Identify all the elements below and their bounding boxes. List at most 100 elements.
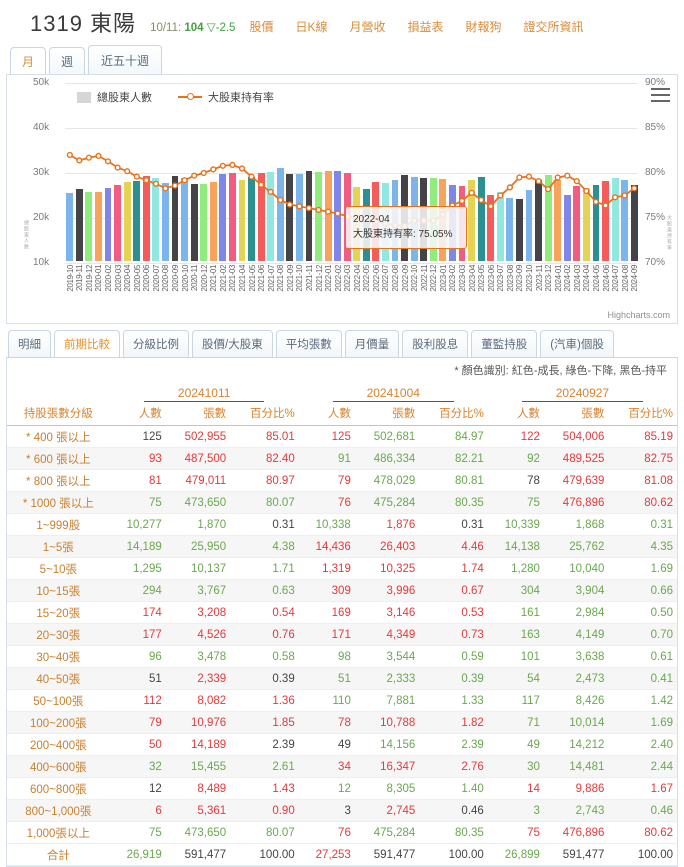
- table-row[interactable]: 合計 26,919 591,477 100.00 27,253 591,477 100.00…: [7, 843, 677, 866]
- detail-tab-7[interactable]: 董監持股: [471, 330, 538, 357]
- table-row[interactable]: 15~20張 174 3,208 0.54 169 3,146 0.53 161 2,984 0.…: [7, 602, 677, 624]
- table-row[interactable]: 40~50張 51 2,339 0.39 51 2,333 0.39 54 2,473 0.41: [7, 667, 677, 690]
- bar-column[interactable]: [276, 167, 284, 261]
- bar-column[interactable]: [162, 182, 169, 261]
- table-cell: 3,767: [197, 584, 227, 597]
- header-link-4[interactable]: 財報狗: [465, 20, 502, 34]
- table-row[interactable]: 100~200張 79 10,976 1.85 78 10,788 1.82 71 10,014…: [7, 711, 677, 734]
- table-cell: 10,325: [380, 562, 416, 575]
- detail-tab-8[interactable]: (汽車)個股: [540, 330, 614, 357]
- bar-column[interactable]: [171, 175, 179, 261]
- bar-column[interactable]: [95, 191, 102, 261]
- bar-column[interactable]: [563, 194, 571, 261]
- bar-column[interactable]: [238, 179, 246, 261]
- bar-column[interactable]: [630, 184, 638, 261]
- table-cell: 75: [527, 826, 540, 839]
- table-row[interactable]: 1,000張以上 75 473,650 80.07 76 475,284 80.35 75 47…: [7, 822, 677, 844]
- detail-tab-5[interactable]: 月價量: [344, 330, 400, 357]
- table-row[interactable]: 800~1,000張 6 5,361 0.90 3 2,745 0.46 3 2,743 0.46: [7, 799, 677, 822]
- period-tab-2[interactable]: 近五十週: [88, 45, 163, 75]
- detail-tab-1[interactable]: 前期比較: [54, 330, 120, 357]
- bar-column[interactable]: [573, 186, 581, 261]
- period-tab-1[interactable]: 週: [49, 47, 86, 75]
- bar-column[interactable]: [602, 180, 609, 261]
- bar-column[interactable]: [611, 177, 619, 261]
- bar-column[interactable]: [305, 171, 313, 261]
- bar-column[interactable]: [123, 181, 131, 261]
- detail-tab-3[interactable]: 股價/大股東: [192, 330, 273, 357]
- bar-column[interactable]: [535, 180, 542, 261]
- detail-tab-6[interactable]: 股利股息: [402, 330, 469, 357]
- bar-column[interactable]: [515, 199, 523, 261]
- table-row[interactable]: * 800 張以上 81 479,011 80.97 79 478,029 80.81 78 4…: [7, 470, 677, 492]
- bar-column[interactable]: [295, 173, 303, 261]
- bar-column[interactable]: [257, 172, 265, 261]
- period-tab-0[interactable]: 月: [10, 47, 47, 75]
- hamburger-menu-icon[interactable]: [651, 88, 670, 105]
- detail-tab-4[interactable]: 平均張數: [275, 330, 342, 357]
- x-axis-tick: 2024-06: [601, 265, 611, 292]
- table-row[interactable]: * 1000 張以上 75 473,650 80.07 76 475,284 80.35 75…: [7, 491, 677, 514]
- bar-column[interactable]: [200, 183, 208, 261]
- bar-column[interactable]: [506, 198, 514, 261]
- table-row[interactable]: 50~100張 112 8,082 1.36 110 7,881 1.33 117 8,426 1…: [7, 690, 677, 712]
- bar-column[interactable]: [487, 195, 495, 261]
- bar-column[interactable]: [114, 184, 122, 261]
- bar-column[interactable]: [477, 176, 485, 261]
- bar-column[interactable]: [209, 182, 217, 261]
- bar-column[interactable]: [315, 172, 322, 261]
- table-row[interactable]: 10~15張 294 3,767 0.63 309 3,996 0.67 304 3,904 0.…: [7, 579, 677, 602]
- x-axis-tick: 2023-08: [505, 265, 515, 292]
- y-left-tick: 40k: [33, 122, 50, 133]
- bar-column[interactable]: [133, 181, 141, 261]
- table-row[interactable]: * 400 張以上 125 502,955 85.01 125 502,681 84.97 1…: [7, 426, 677, 448]
- bar-column[interactable]: [621, 180, 629, 261]
- bar-column[interactable]: [142, 176, 150, 261]
- table-row[interactable]: * 600 張以上 93 487,500 82.40 91 486,334 82.21 92 4…: [7, 447, 677, 470]
- header-link-5[interactable]: 證交所資訊: [523, 20, 584, 34]
- bar-column[interactable]: [104, 187, 112, 261]
- bar-column[interactable]: [592, 184, 600, 261]
- legend-item-bars[interactable]: 總股東人數: [77, 89, 152, 105]
- bar-column[interactable]: [248, 176, 255, 261]
- period-tab-bar: 月週近五十週: [0, 40, 684, 75]
- bar-column[interactable]: [267, 171, 275, 261]
- bar-column[interactable]: [181, 178, 188, 261]
- table-row[interactable]: 20~30張 177 4,526 0.76 171 4,349 0.73 163 4,149 0.…: [7, 623, 677, 646]
- bar-column[interactable]: [228, 173, 236, 261]
- table-cell: 14,189: [191, 738, 227, 751]
- table-row[interactable]: 1~5張 14,189 25,950 4.38 14,436 26,403 4.46 14,1…: [7, 535, 677, 558]
- bar-column[interactable]: [525, 189, 533, 261]
- header-link-1[interactable]: 日K線: [295, 20, 328, 34]
- header-link-3[interactable]: 損益表: [407, 20, 444, 34]
- detail-tab-0[interactable]: 明細: [8, 330, 51, 357]
- highcharts-credit-link[interactable]: Highcharts.com: [607, 310, 670, 320]
- header-link-2[interactable]: 月營收: [349, 20, 386, 34]
- bar-column[interactable]: [66, 192, 74, 261]
- bar-column[interactable]: [468, 179, 475, 261]
- column-header-0-2: 百分比%: [230, 402, 299, 426]
- bar-column[interactable]: [496, 191, 504, 261]
- table-row[interactable]: 30~40張 96 3,478 0.58 98 3,544 0.59 101 3,638 0.61: [7, 646, 677, 668]
- detail-tab-2[interactable]: 分級比例: [123, 330, 189, 357]
- row-label: 20~30張: [36, 629, 81, 642]
- bar-column[interactable]: [554, 180, 562, 261]
- table-row[interactable]: 200~400張 50 14,189 2.39 49 14,156 2.39 49 14,212…: [7, 734, 677, 756]
- table-row[interactable]: 400~600張 32 15,455 2.61 34 16,347 2.76 30 14,481…: [7, 755, 677, 778]
- table-row[interactable]: 600~800張 12 8,489 1.43 12 8,305 1.40 14 9,886 1.6…: [7, 778, 677, 800]
- bar-column[interactable]: [190, 183, 198, 261]
- bar-column[interactable]: [75, 188, 83, 261]
- x-axis-tick: 2020-08: [161, 265, 171, 292]
- bar-column[interactable]: [324, 170, 332, 261]
- table-row[interactable]: 1~999股 10,277 1,870 0.31 10,338 1,876 0.31 10,3…: [7, 514, 677, 536]
- bar-column[interactable]: [544, 175, 552, 261]
- bar-column[interactable]: [152, 177, 160, 261]
- bar-column[interactable]: [582, 187, 590, 261]
- header-link-0[interactable]: 股價: [249, 20, 274, 34]
- legend-item-line[interactable]: 大股東持有率: [178, 89, 274, 105]
- table-row[interactable]: 5~10張 1,295 10,137 1.71 1,319 10,325 1.74 1,280…: [7, 558, 677, 580]
- bar-column[interactable]: [85, 192, 93, 261]
- bar-column[interactable]: [219, 173, 227, 261]
- x-axis-tick: 2023-06: [486, 265, 496, 292]
- bar-column[interactable]: [286, 173, 294, 261]
